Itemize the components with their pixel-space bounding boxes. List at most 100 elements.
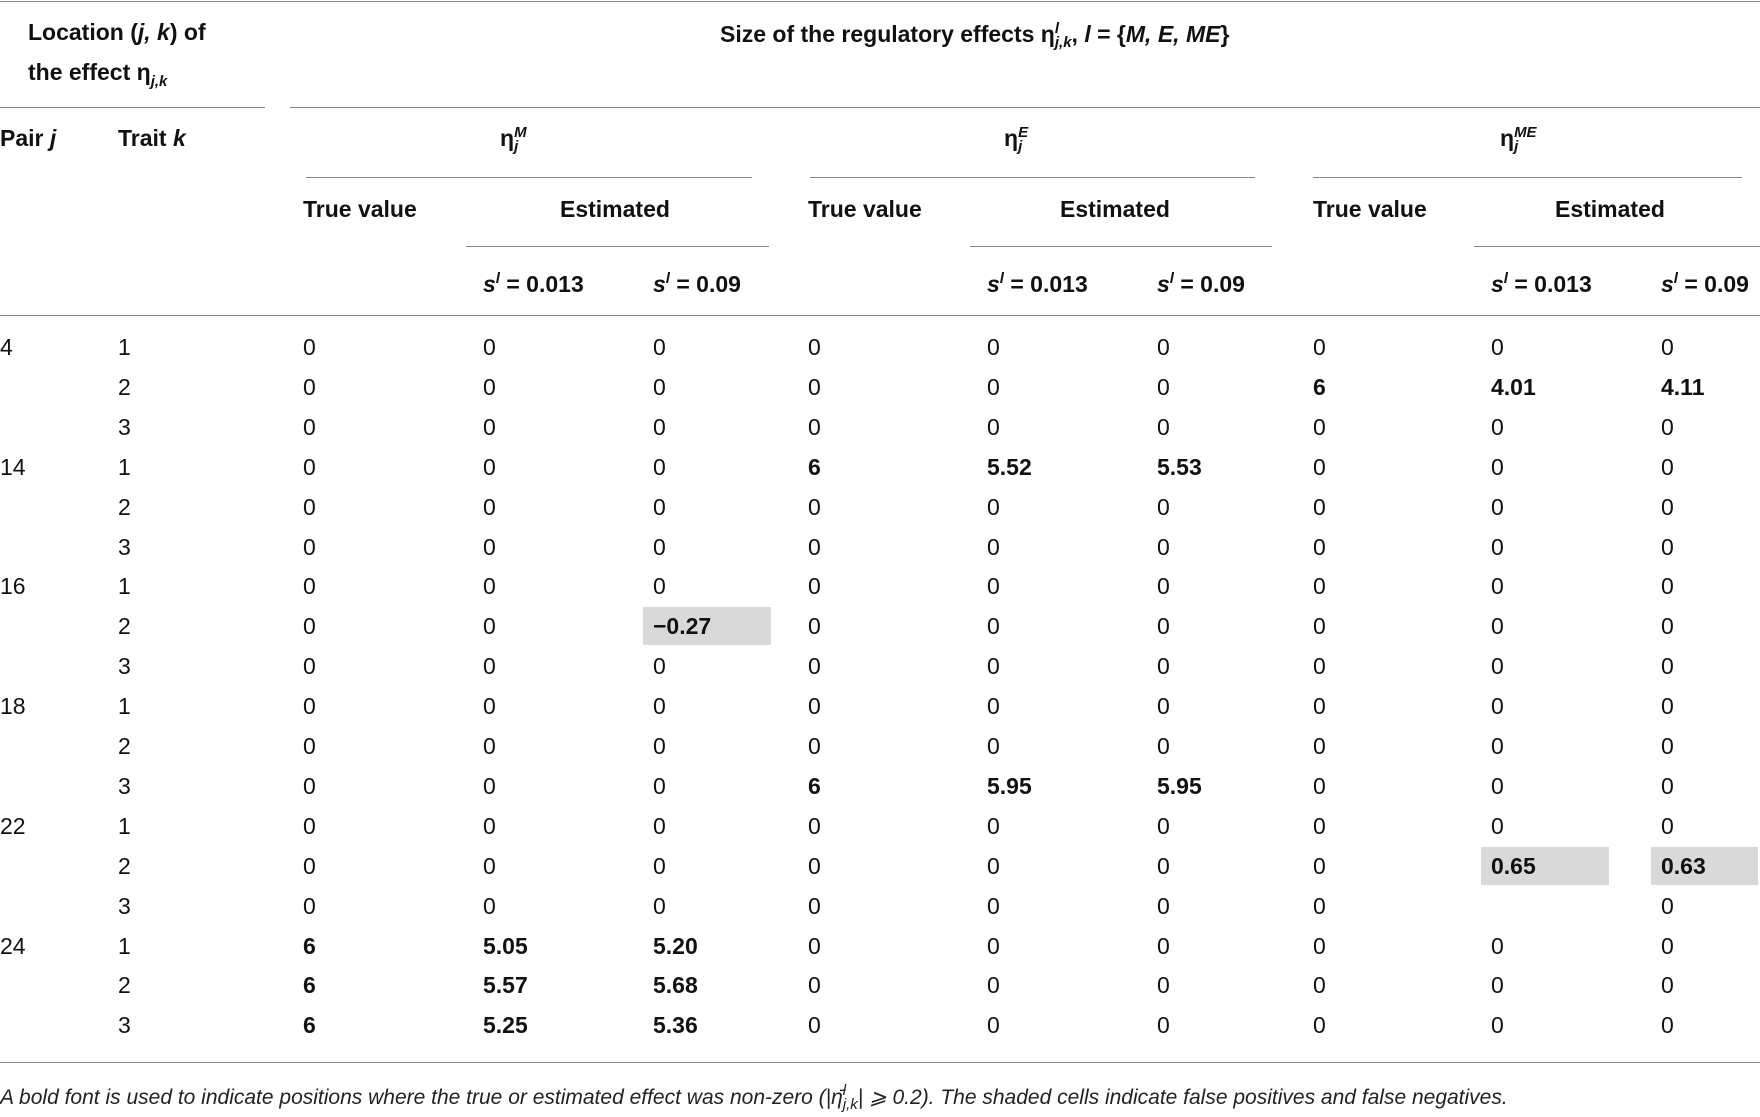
- table-cell: 0: [1313, 653, 1326, 680]
- rule: [290, 107, 1760, 108]
- table-cell: 0: [1661, 733, 1674, 759]
- table-cell: 0: [987, 852, 1000, 879]
- table-cell: 4.01: [1491, 373, 1536, 400]
- table-cell: 0: [1661, 533, 1674, 560]
- table-cell: 0: [653, 693, 666, 720]
- table-cell: 0: [1157, 493, 1170, 520]
- table-cell: 0: [1661, 892, 1674, 919]
- table-cell: 5.95: [1157, 772, 1202, 799]
- table-cell: 0: [808, 972, 821, 999]
- table-cell: 0: [1157, 1012, 1170, 1039]
- text-run: j,k: [150, 73, 168, 90]
- table-cell: 0: [1491, 453, 1504, 480]
- superscript: l: [1054, 19, 1060, 37]
- trait-cell: 3: [118, 533, 131, 560]
- pair-cell: 16: [0, 573, 26, 600]
- table-cell: 0: [808, 653, 821, 680]
- table-cell: 5.53: [1157, 453, 1202, 480]
- table-cell: −0.27: [653, 613, 712, 640]
- table-cell: 0: [303, 373, 316, 400]
- table-cell: 0: [987, 334, 1000, 360]
- table-cell: 0: [1157, 972, 1170, 999]
- table-cell: 0: [483, 892, 496, 919]
- text-run: = {: [1090, 21, 1126, 47]
- table-cell: 0: [1491, 972, 1504, 999]
- table-cell: 0: [1491, 413, 1504, 440]
- table-cell: 0: [1491, 693, 1504, 720]
- text-run: s: [653, 271, 666, 297]
- subscript: j: [1018, 137, 1023, 155]
- table-cell: 0: [1661, 573, 1674, 600]
- subscript: j: [1514, 137, 1519, 155]
- column-header: sl = 0.013: [1491, 259, 1592, 304]
- table-cell: 0: [483, 334, 496, 360]
- column-header: sl = 0.013: [987, 259, 1088, 304]
- table-cell: 0: [483, 373, 496, 400]
- trait-cell: 1: [118, 573, 131, 600]
- table-cell: 0.63: [1661, 852, 1706, 879]
- trait-cell: 3: [118, 772, 131, 799]
- text-run: = 0.013: [1507, 271, 1592, 297]
- text-run: the effect η: [28, 59, 151, 85]
- table-cell: 0: [808, 932, 821, 959]
- pair-cell: 4: [0, 334, 13, 360]
- table-cell: 0: [1491, 533, 1504, 560]
- table-cell: 0: [653, 533, 666, 560]
- table-cell: 0: [987, 812, 1000, 839]
- table-cell: 0: [987, 693, 1000, 720]
- table-cell: 5.36: [653, 1012, 698, 1039]
- table-cell: 0: [1661, 493, 1674, 520]
- table-cell: 0: [653, 812, 666, 839]
- table-cell: 0: [1661, 453, 1674, 480]
- rule: [466, 246, 769, 247]
- text-run: j, k: [137, 19, 170, 45]
- table-cell: 0: [808, 334, 821, 360]
- text-run: s: [1661, 271, 1674, 297]
- column-header: Location (j, k) of: [28, 12, 206, 52]
- trait-cell: 1: [118, 334, 131, 360]
- table-cell: 0: [1491, 653, 1504, 680]
- table-cell: 0: [653, 493, 666, 520]
- table-cell: 0: [303, 413, 316, 440]
- table-cell: 5.52: [987, 453, 1032, 480]
- table-cell: 0: [653, 852, 666, 879]
- text-run: Size of the regulatory effects η: [720, 21, 1055, 47]
- column-header: the effect ηj,k: [28, 52, 167, 102]
- table-cell: 0: [1313, 932, 1326, 959]
- column-header: Estimated: [1555, 196, 1665, 222]
- table-cell: 4.11: [1661, 373, 1705, 400]
- trait-cell: 3: [118, 892, 131, 919]
- table-cell: 0: [808, 892, 821, 919]
- table-cell: 5.68: [653, 972, 698, 999]
- table-cell: 6: [808, 772, 821, 799]
- trait-cell: 2: [118, 373, 131, 400]
- trait-cell: 2: [118, 733, 131, 759]
- rule: [1313, 177, 1742, 178]
- table-cell: 0: [987, 373, 1000, 400]
- table-cell: 0: [1313, 812, 1326, 839]
- pair-cell: 24: [0, 932, 26, 959]
- text-run: s: [1491, 271, 1504, 297]
- text-run: = 0.09: [669, 271, 741, 297]
- text-run: l: [495, 270, 500, 287]
- table-cell: 0: [1491, 573, 1504, 600]
- table-cell: 0: [987, 653, 1000, 680]
- column-header: Trait k: [118, 118, 186, 158]
- text-run: = 0.09: [1173, 271, 1245, 297]
- text-run: }: [1220, 21, 1230, 47]
- superscript: E: [1018, 123, 1029, 141]
- table-cell: 0: [303, 693, 316, 720]
- table-cell: 0: [483, 493, 496, 520]
- table-cell: 0: [483, 613, 496, 640]
- table-cell: 0: [987, 1012, 1000, 1039]
- table-cell: 0: [1157, 892, 1170, 919]
- table-cell: 0: [1157, 573, 1170, 600]
- column-header: True value: [808, 196, 922, 222]
- table-cell: 0: [808, 373, 821, 400]
- superscript: l: [842, 1082, 847, 1100]
- text-run: l: [665, 270, 670, 287]
- table-cell: 6: [303, 972, 316, 999]
- table-cell: 0: [1157, 334, 1170, 360]
